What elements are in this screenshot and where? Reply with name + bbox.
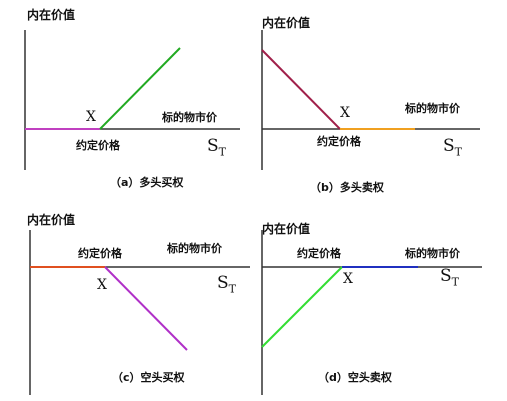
panel-d-st-label: ST [440,266,459,289]
panel-c-caption: （c）空头买权 [112,371,185,384]
panel-b-st-label: ST [443,136,462,159]
panel-d-strike-x: X [343,271,353,287]
panel-c-slope-segment [104,266,188,351]
panel-c-st-label: ST [217,273,236,296]
panel-a-slope-segment [99,47,181,130]
panel-d-x-label: 标的物市价 [405,247,460,260]
panel-a-y-label: 内在价值 [27,8,76,22]
panel-b-strike-label: 约定价格 [317,135,361,148]
panel-a [24,30,240,170]
panel-a-strike-x: X [86,109,96,125]
panel-a-st-label: ST [207,136,226,159]
panel-b [261,30,480,170]
panel-d-strike-label: 约定价格 [297,247,341,260]
panel-d-caption: （d）空头卖权 [318,371,392,384]
panel-a-x-label: 标的物市价 [162,111,217,124]
panel-b-slope-segment [261,49,341,130]
panel-d [261,230,482,395]
panel-d-y-label: 内在价值 [262,222,311,236]
panel-b-y-label: 内在价值 [262,16,311,30]
panel-c [29,230,250,395]
panel-a-caption: （a）多头买权 [110,176,184,189]
panel-c-y-label: 内在价值 [27,213,76,227]
panel-a-strike-label: 约定价格 [76,139,120,152]
panel-b-caption: （b）多头卖权 [310,181,384,194]
panel-c-x-label: 标的物市价 [167,242,222,255]
panel-d-slope-segment [261,266,343,348]
panel-b-x-label: 标的物市价 [405,102,460,115]
panel-b-strike-x: X [340,105,350,121]
panel-c-strike-label: 约定价格 [78,247,122,260]
panel-c-strike-x: X [97,277,107,293]
